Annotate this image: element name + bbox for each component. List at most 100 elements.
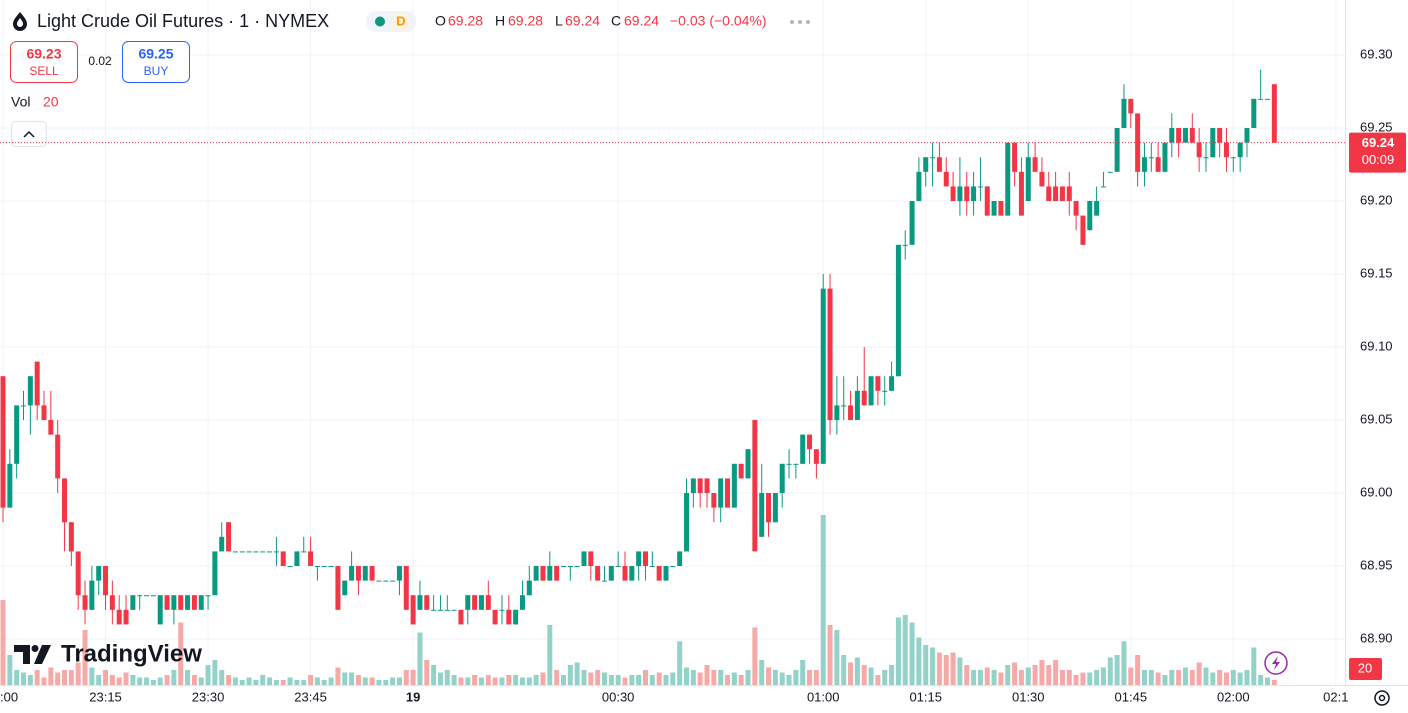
candle-body — [533, 566, 539, 581]
buy-button[interactable] — [122, 41, 190, 83]
candle-body — [998, 201, 1004, 216]
volume-bar — [882, 670, 888, 685]
candle-body — [0, 376, 6, 508]
volume-bar — [1059, 670, 1065, 685]
candle-body — [273, 551, 279, 553]
candle-body — [916, 171, 922, 202]
candle-body — [335, 566, 341, 610]
y-tick-label: 69.30 — [1360, 46, 1393, 61]
candle-body — [246, 551, 252, 553]
volume-bar — [622, 677, 628, 685]
candle-body — [362, 566, 368, 581]
candle-body — [895, 244, 901, 377]
change: −0.03 (−0.04%) — [670, 13, 767, 29]
volume-bar — [362, 677, 368, 685]
candle-body — [328, 566, 334, 568]
volume-bar — [1244, 670, 1250, 685]
sell-button[interactable] — [10, 41, 78, 83]
candle-body — [1066, 186, 1072, 202]
candle-body — [205, 595, 211, 597]
spread: 0.02 — [88, 54, 112, 68]
candle-body — [157, 595, 163, 625]
candle-body — [608, 566, 614, 581]
candle-body — [513, 609, 519, 625]
candle-body — [1032, 157, 1038, 172]
ohlc-value: 69.24 — [624, 13, 659, 29]
candle-body — [875, 376, 881, 391]
candle-body — [55, 434, 61, 479]
candle-body — [1073, 201, 1079, 216]
volume-bar — [321, 680, 327, 685]
candle-body — [519, 595, 525, 610]
volume-bar — [424, 660, 430, 685]
candle-body — [725, 478, 731, 508]
candle-body — [267, 551, 273, 553]
candle-body — [1182, 128, 1188, 143]
candle-body — [574, 566, 580, 568]
logo[interactable]: TradingView — [14, 640, 202, 667]
candle-body — [14, 405, 20, 464]
volume-bar — [560, 675, 566, 685]
volume-bar — [1176, 670, 1182, 685]
volume-bar — [595, 670, 601, 685]
settings-button[interactable] — [1374, 690, 1390, 706]
volume-bar — [478, 677, 484, 685]
volume-bar — [1121, 641, 1127, 685]
volume-bar — [1128, 667, 1134, 685]
collapse-button[interactable] — [11, 121, 47, 147]
candle-body — [622, 566, 628, 581]
volume-bar — [690, 670, 696, 685]
candle-body — [1148, 157, 1154, 159]
volume-bar — [663, 675, 669, 685]
candle-body — [62, 478, 68, 523]
candle-body — [943, 171, 949, 187]
candle-body — [171, 595, 177, 610]
volume-bar — [383, 680, 389, 685]
volume-bar — [786, 675, 792, 685]
candle-body — [1203, 157, 1209, 159]
symbol-title[interactable]: Light Crude Oil Futures · 1 · NYMEX — [37, 11, 329, 31]
candle-body — [1005, 142, 1011, 216]
candle-body — [711, 493, 717, 508]
volume-bar — [971, 670, 977, 685]
volume-bar — [711, 670, 717, 685]
candle-body — [984, 186, 990, 216]
candle-body — [376, 580, 382, 582]
candle-body — [41, 405, 47, 421]
candle-body — [861, 390, 867, 406]
candle-body — [472, 595, 478, 610]
y-tick-label: 68.95 — [1360, 557, 1393, 572]
volume-bar — [902, 615, 908, 685]
volume-bar — [369, 677, 375, 685]
buy-label: BUY — [144, 64, 169, 78]
candle-body — [800, 434, 806, 464]
candle-body — [1258, 98, 1264, 100]
volume-bar — [800, 660, 806, 685]
candle-body — [670, 566, 676, 568]
candle-body — [1251, 98, 1257, 129]
candle-body — [554, 566, 560, 581]
volume-bar — [1189, 670, 1195, 685]
candle-body — [752, 420, 758, 552]
volume-bar — [875, 675, 881, 685]
candle-body — [601, 580, 607, 582]
chevron-up — [23, 130, 35, 138]
volume-bar — [232, 677, 238, 685]
y-tick-label: 69.05 — [1360, 411, 1393, 426]
candle-body — [950, 186, 956, 202]
candle-body — [27, 376, 33, 406]
volume-bar — [1210, 672, 1216, 685]
ohlc-key: H — [495, 13, 505, 29]
candle-body — [841, 405, 847, 407]
more-dots[interactable] — [790, 20, 810, 24]
volume-bar — [731, 672, 737, 685]
candle-body — [1121, 98, 1127, 129]
vol-value: 20 — [43, 94, 59, 110]
volume-bar — [335, 667, 341, 685]
volume-bar — [48, 667, 54, 685]
candle-body — [403, 566, 409, 610]
candle-body — [314, 566, 320, 568]
ohlc-value: 69.28 — [448, 13, 483, 29]
candle-body — [103, 566, 109, 596]
